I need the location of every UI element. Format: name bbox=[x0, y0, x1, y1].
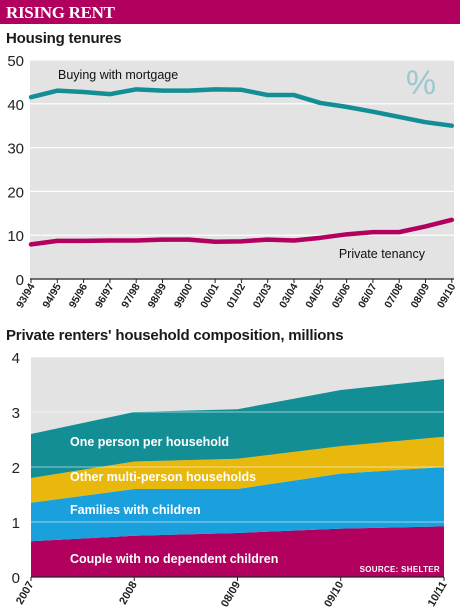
x-tick-label: 08/09 bbox=[219, 580, 243, 610]
y-tick-label: 0 bbox=[12, 570, 20, 587]
x-tick-label: 10/11 bbox=[426, 580, 450, 609]
area-label-one-person-per-household: One person per household bbox=[70, 435, 229, 449]
series-label-buying-with-mortgage: Buying with mortgage bbox=[58, 68, 178, 82]
y-tick-label: 2 bbox=[12, 460, 20, 477]
series-label-private-tenancy: Private tenancy bbox=[339, 247, 426, 261]
area-label-families-with-children: Families with children bbox=[70, 503, 201, 517]
y-tick-label: 4 bbox=[12, 350, 20, 367]
y-tick-label: 40 bbox=[7, 97, 24, 114]
household-composition-title: Private renters' household composition, … bbox=[6, 327, 344, 344]
housing-tenures-title: Housing tenures bbox=[6, 30, 122, 47]
area-other-multi-person-households bbox=[31, 436, 444, 503]
x-tick-label: 09/10 bbox=[322, 580, 346, 610]
y-tick-label: 10 bbox=[7, 228, 24, 245]
area-one-person-per-household bbox=[31, 379, 444, 478]
y-tick-label: 1 bbox=[12, 515, 20, 532]
area-families-with-children bbox=[31, 467, 444, 542]
source-note: SOURCE: SHELTER bbox=[360, 565, 440, 574]
area-label-couple-with-no-dependent-children: Couple with no dependent children bbox=[70, 552, 278, 566]
banner-title: RISING RENT bbox=[6, 3, 115, 22]
area-couple-with-no-dependent-children bbox=[31, 526, 444, 577]
x-tick-label: 2008 bbox=[117, 580, 140, 607]
percent-symbol: % bbox=[406, 64, 436, 102]
banner: RISING RENT bbox=[0, 0, 460, 24]
y-tick-label: 3 bbox=[12, 405, 20, 422]
y-tick-label: 50 bbox=[7, 53, 24, 70]
area-label-other-multi-person-households: Other multi-person households bbox=[70, 470, 256, 484]
y-tick-label: 30 bbox=[7, 141, 24, 158]
y-tick-label: 20 bbox=[7, 184, 24, 201]
y-tick-label: 0 bbox=[16, 272, 24, 289]
